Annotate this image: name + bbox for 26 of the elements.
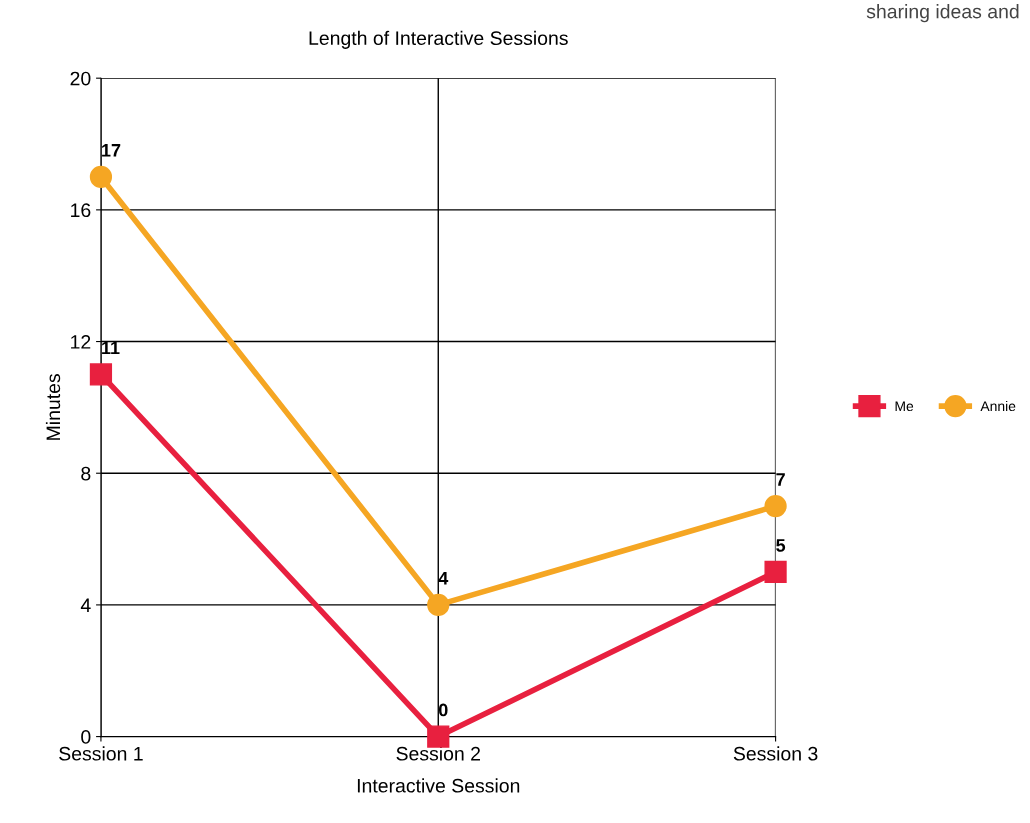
y-tick-label: 16	[71, 203, 91, 218]
y-tick-label: 20	[70, 71, 91, 86]
data-label: 0	[438, 703, 448, 717]
point	[764, 495, 787, 518]
point	[89, 363, 113, 386]
text: sharing ideas and	[866, 4, 1019, 23]
y-axis-title: Minutes	[45, 374, 61, 440]
legend-label: Annie	[980, 400, 1016, 412]
y-tick-label: 0	[81, 730, 91, 744]
x-axis-title: Interactive Session	[357, 778, 520, 793]
point	[89, 165, 113, 189]
legend-label: Me	[895, 401, 914, 412]
data-label: 17	[102, 144, 121, 157]
y-tick-label: 4	[80, 598, 91, 612]
x-tick-label: Session 1	[59, 746, 143, 761]
chart-title: Length of Interactive Sessions	[309, 30, 568, 49]
data-label: 5	[776, 539, 786, 552]
y-tick-label: 12	[71, 335, 91, 349]
y-tick-label: 8	[81, 466, 91, 481]
point	[427, 593, 450, 617]
data-label: 11	[102, 341, 120, 355]
point	[764, 560, 787, 584]
x-tick-label: Session 2	[396, 746, 480, 761]
point	[427, 725, 450, 748]
data-label: 7	[776, 473, 785, 486]
x-tick-label: Session 3	[733, 746, 818, 761]
